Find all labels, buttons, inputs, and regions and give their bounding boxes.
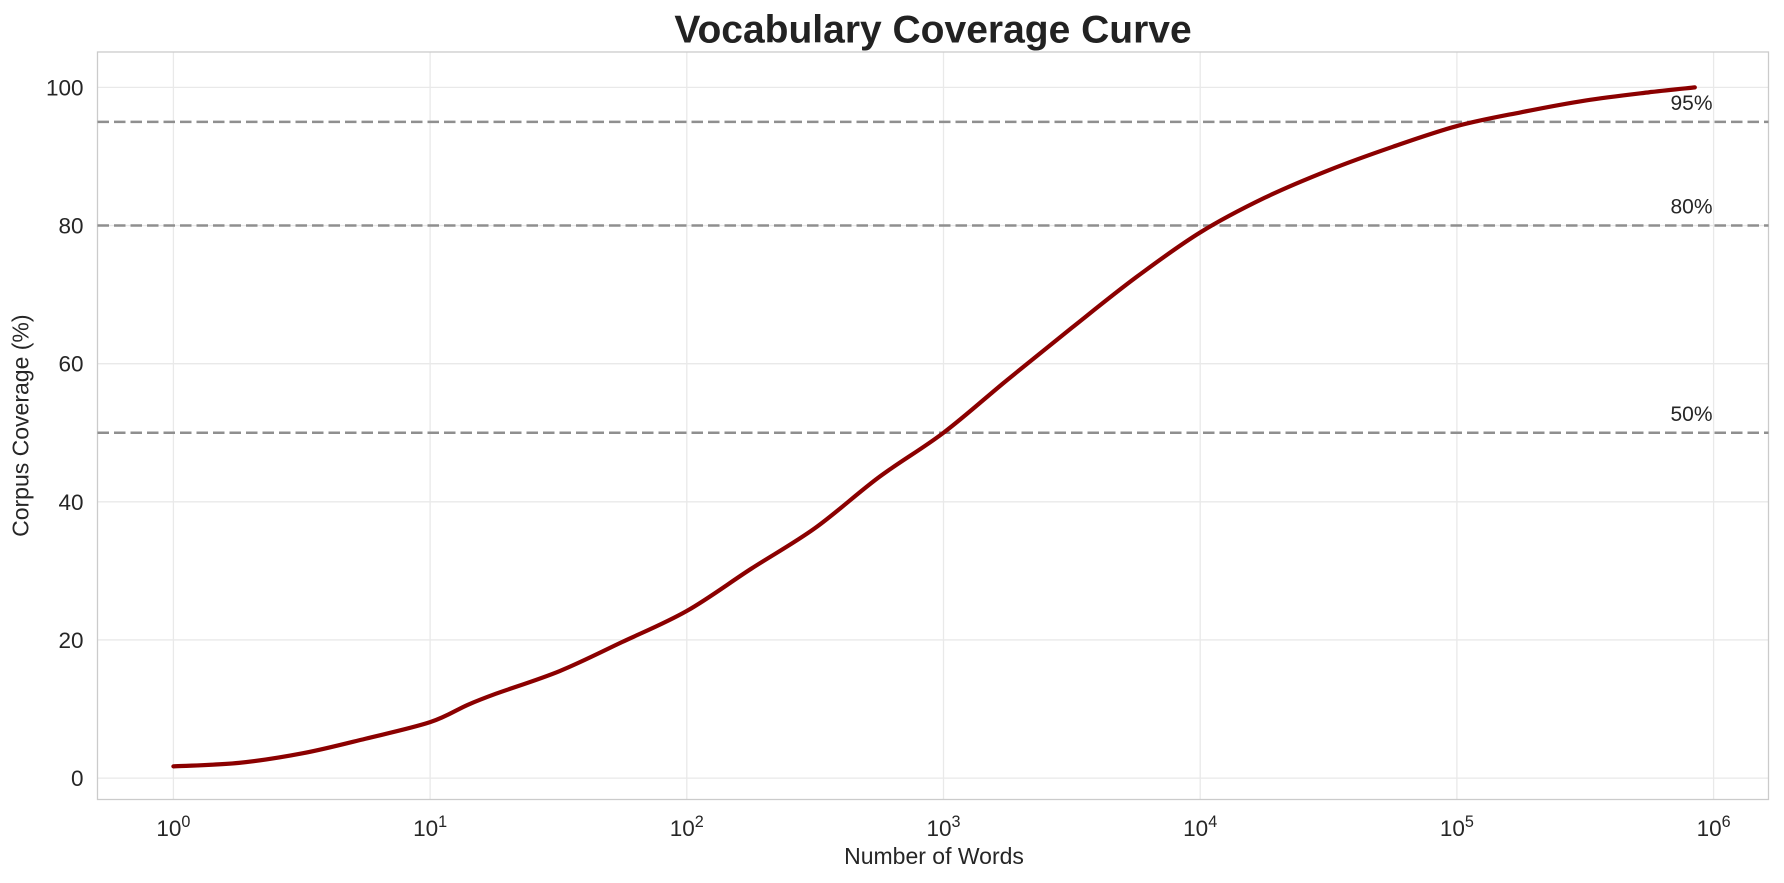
y-tick-label-80: 80 bbox=[58, 214, 83, 239]
coverage-curve-line bbox=[171, 85, 1697, 769]
y-tick-label-60: 60 bbox=[58, 352, 83, 377]
y-tick-label-40: 40 bbox=[58, 490, 83, 515]
x-axis-label: Number of Words bbox=[844, 843, 1024, 869]
reference-label-80: 80% bbox=[1670, 196, 1712, 219]
x-tick-label-10e3: 103 bbox=[926, 813, 960, 841]
y-tick-labels: 0 20 40 60 80 100 bbox=[46, 75, 84, 791]
reference-label-95: 95% bbox=[1670, 92, 1712, 115]
x-tick-label-10e6: 106 bbox=[1697, 813, 1731, 841]
x-tick-labels: 100 101 102 103 104 105 106 bbox=[156, 813, 1730, 841]
y-tick-label-100: 100 bbox=[46, 75, 84, 100]
chart-title: Vocabulary Coverage Curve bbox=[674, 9, 1191, 52]
y-axis-label: Corpus Coverage (%) bbox=[8, 314, 34, 536]
axes-frame bbox=[96, 51, 1770, 801]
reference-label-50: 50% bbox=[1670, 403, 1712, 426]
x-tick-label-10e4: 104 bbox=[1183, 813, 1217, 841]
reference-labels-layer: 50% 80% 95% bbox=[1670, 92, 1712, 426]
grid-layer bbox=[97, 52, 1769, 800]
x-tick-label-10e0: 100 bbox=[156, 813, 190, 841]
y-tick-label-20: 20 bbox=[58, 628, 83, 653]
reference-lines-layer bbox=[97, 120, 1769, 434]
y-tick-label-0: 0 bbox=[71, 766, 84, 791]
x-tick-label-10e2: 102 bbox=[670, 813, 704, 841]
x-tick-label-10e5: 105 bbox=[1440, 813, 1474, 841]
x-tick-label-10e1: 101 bbox=[413, 813, 447, 841]
